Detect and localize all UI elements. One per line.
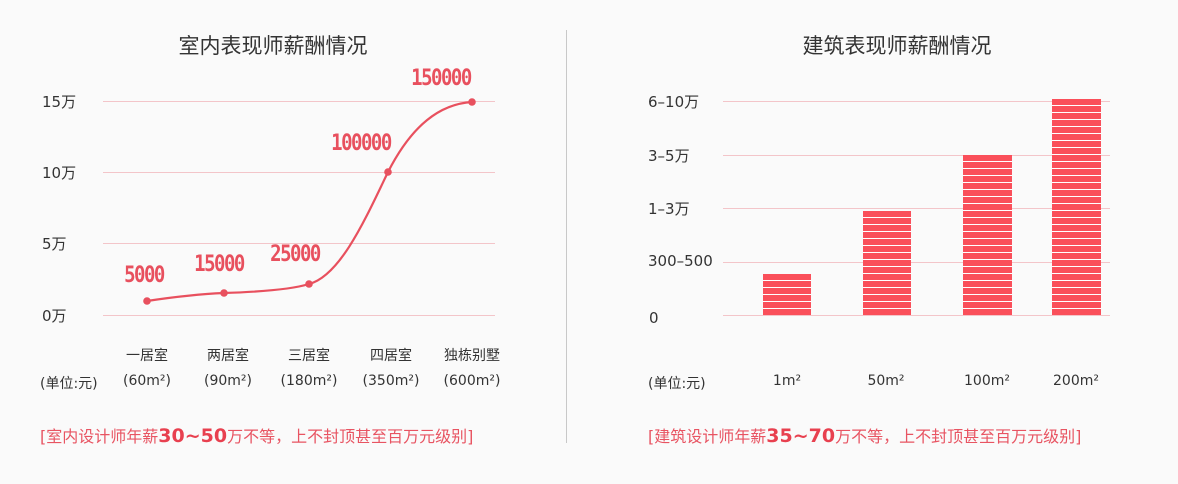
note-prefix: [建筑设计师年薪 — [648, 427, 767, 446]
right-y-tick: 1–3万 — [648, 200, 690, 218]
data-label: 25000 — [270, 241, 321, 267]
right-y-tick: 6–10万 — [648, 93, 700, 111]
right-gridline — [723, 155, 1110, 156]
left-salary-note: [室内设计师年薪30~50万不等，上不封顶甚至百万元级别] — [40, 423, 473, 447]
note-highlight: 30~50 — [158, 425, 228, 447]
right-x-label: 1m² — [772, 373, 802, 389]
left-gridline — [103, 101, 495, 102]
right-chart-title: 建筑表现师薪酬情况 — [802, 34, 992, 58]
data-label: 150000 — [411, 65, 472, 91]
data-label: 100000 — [331, 130, 392, 156]
left-x-label-name: 两居室 — [207, 348, 249, 364]
note-suffix: 万不等，上不封顶甚至百万元级别] — [835, 427, 1082, 446]
right-gridline — [723, 208, 1110, 209]
right-gridline — [723, 315, 1110, 316]
data-point — [384, 168, 392, 176]
right-x-label: 200m² — [1053, 373, 1099, 389]
left-unit-label: (单位:元) — [40, 376, 98, 392]
bar-50m2 — [863, 211, 911, 315]
right-gridline — [723, 262, 1110, 263]
left-x-label-name: 独栋别墅 — [444, 348, 500, 364]
left-gridline — [103, 172, 495, 173]
data-point — [143, 297, 151, 305]
right-y-tick: 3–5万 — [648, 147, 690, 165]
right-gridline — [723, 101, 1110, 102]
data-label: 15000 — [194, 251, 245, 277]
panel-divider — [566, 30, 567, 443]
left-x-label-area: (180m²) — [280, 373, 338, 389]
note-highlight: 35~70 — [766, 425, 836, 447]
right-unit-label: (单位:元) — [648, 376, 706, 392]
left-x-label-area: (350m²) — [362, 373, 420, 389]
right-y-tick: 0 — [649, 309, 659, 327]
data-point — [468, 98, 476, 106]
left-x-label-area: (60m²) — [123, 373, 171, 389]
left-gridline — [103, 315, 495, 316]
left-x-label-name: 四居室 — [370, 348, 412, 364]
left-y-tick: 10万 — [42, 164, 77, 182]
right-y-tick: 300–500 — [648, 252, 713, 270]
right-salary-note: [建筑设计师年薪35~70万不等，上不封顶甚至百万元级别] — [648, 423, 1081, 447]
left-y-tick: 0万 — [42, 307, 67, 325]
data-label: 5000 — [124, 262, 165, 288]
right-x-label: 100m² — [964, 373, 1010, 389]
left-y-tick: 5万 — [42, 235, 67, 253]
left-x-label-name: 三居室 — [288, 348, 330, 364]
left-y-tick: 15万 — [42, 93, 77, 111]
right-x-label: 50m² — [867, 373, 905, 389]
left-chart-title: 室内表现师薪酬情况 — [178, 34, 368, 58]
bar-200m2 — [1052, 99, 1101, 315]
left-x-label-area: (90m²) — [204, 373, 252, 389]
bar-100m2 — [963, 155, 1012, 315]
note-suffix: 万不等，上不封顶甚至百万元级别] — [227, 427, 474, 446]
data-point — [220, 289, 228, 297]
bar-1m2 — [763, 274, 811, 315]
data-point — [305, 280, 313, 288]
note-prefix: [室内设计师年薪 — [40, 427, 159, 446]
left-x-label-area: (600m²) — [443, 373, 501, 389]
left-gridline — [103, 243, 495, 244]
left-x-label-name: 一居室 — [126, 348, 168, 364]
